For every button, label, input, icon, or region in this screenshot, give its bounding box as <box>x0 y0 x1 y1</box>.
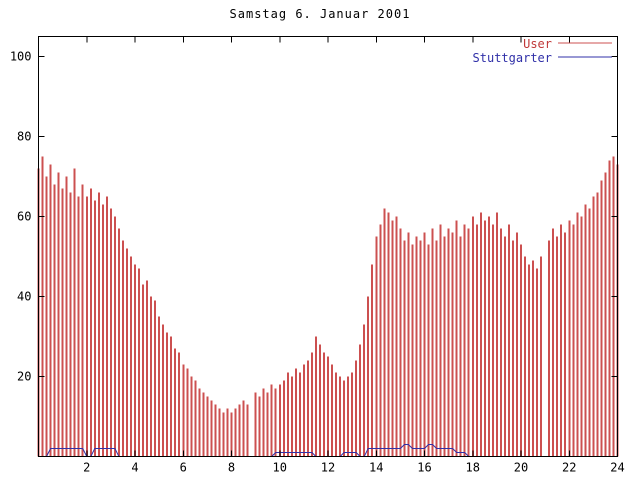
svg-text:100: 100 <box>10 50 32 64</box>
chart-title: Samstag 6. Januar 2001 <box>229 7 411 21</box>
svg-text:22: 22 <box>562 461 576 475</box>
svg-text:12: 12 <box>321 461 335 475</box>
user-impulse-series <box>37 156 619 457</box>
svg-text:20: 20 <box>514 461 528 475</box>
svg-text:10: 10 <box>273 461 287 475</box>
svg-text:4: 4 <box>131 461 138 475</box>
svg-text:16: 16 <box>417 461 431 475</box>
legend-label-stuttgarter: Stuttgarter <box>472 51 552 65</box>
svg-text:40: 40 <box>17 290 31 304</box>
axis-ticks <box>38 36 618 457</box>
svg-text:20: 20 <box>17 370 31 384</box>
svg-text:2: 2 <box>83 461 90 475</box>
svg-text:24: 24 <box>610 461 624 475</box>
stuttgarter-line-series <box>38 444 542 457</box>
legend-line-samples <box>558 42 612 58</box>
svg-text:8: 8 <box>228 461 235 475</box>
svg-text:80: 80 <box>17 130 31 144</box>
svg-text:60: 60 <box>17 210 31 224</box>
svg-text:14: 14 <box>369 461 383 475</box>
svg-text:6: 6 <box>180 461 187 475</box>
svg-text:18: 18 <box>466 461 480 475</box>
legend-label-user: User <box>523 37 552 51</box>
